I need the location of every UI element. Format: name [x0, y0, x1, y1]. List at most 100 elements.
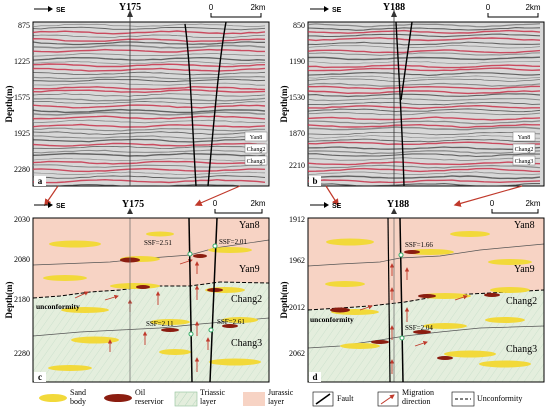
- seismic-reflector: [308, 116, 541, 121]
- panel-b-y-axis-label: Depth(m): [279, 86, 289, 123]
- seismic-reflector: [308, 175, 541, 180]
- migration-arrow: [454, 295, 468, 301]
- sand-body: [61, 307, 109, 313]
- panel-c-fault-1: [188, 217, 193, 383]
- seismic-reflector: [33, 115, 266, 120]
- seismic-reflector: [308, 123, 540, 129]
- seismic-reflector: [33, 160, 266, 165]
- panel-c-ssf-label: SSF=2.61: [217, 318, 245, 326]
- seismic-reflector: [308, 179, 541, 184]
- legend-triassic-hatch: [175, 392, 197, 406]
- seismic-reflector: [308, 167, 541, 173]
- sand-body: [209, 358, 261, 366]
- seismic-reflector: [33, 111, 266, 116]
- migration-arrow: [104, 294, 119, 301]
- panel-d-well-marker: [391, 208, 397, 214]
- panel-c: SSF=2.51 SSF=2.01 SSF=2.11 SSF=2.61 Yan8…: [4, 199, 270, 383]
- seismic-reflector: [33, 104, 266, 109]
- panel-d-layer-chang3: Chang3: [506, 344, 537, 355]
- panel-c-well-label: Y175: [122, 199, 144, 210]
- oil-reservoir: [413, 330, 431, 334]
- seismic-reflector: [308, 104, 540, 110]
- seismic-reflector: [33, 71, 266, 76]
- panel-d-letter: d: [312, 372, 317, 382]
- panel-b-scale-bar: [487, 13, 539, 18]
- panel-d-letter-box: [309, 372, 321, 382]
- panel-a-scale-end: 2km: [250, 3, 265, 12]
- seismic-reflector: [308, 44, 541, 49]
- panel-d-oil-reservoirs: [330, 250, 500, 360]
- panel-d-scale-end: 2km: [525, 199, 540, 208]
- zoom-line-a-right: [194, 185, 241, 207]
- seismic-reflector: [308, 67, 541, 72]
- panel-d-fault-1: [399, 217, 404, 383]
- panel-c-letter: c: [38, 372, 42, 382]
- seismic-reflector: [308, 41, 541, 46]
- seismic-reflector: [308, 101, 541, 106]
- panel-b-tick: 2210: [289, 161, 305, 170]
- sand-body: [479, 360, 531, 368]
- panel-d-frame: [307, 217, 545, 383]
- panel-c-direction-arrowhead: [48, 202, 53, 208]
- panel-c-ssf-label: SSF=2.51: [144, 239, 172, 247]
- panel-d-tick: 1912: [289, 215, 305, 224]
- panel-c-layer-chang3: Chang3: [231, 338, 262, 349]
- legend-migration-swatch: [380, 394, 395, 405]
- seismic-reflector: [308, 85, 541, 90]
- legend-jurassic-swatch: [243, 392, 265, 406]
- seismic-reflector: [308, 141, 540, 146]
- seismic-reflector: [308, 27, 541, 31]
- oil-reservoir: [222, 324, 238, 328]
- panel-d-fault-2: [387, 217, 391, 383]
- panel-b-fault-1: [395, 21, 405, 187]
- seismic-reflector: [308, 138, 540, 143]
- panel-a-tag-box: [244, 155, 268, 166]
- panel-a-tag-box: [244, 131, 268, 142]
- seismic-reflector: [33, 167, 266, 173]
- panel-b-tick: 1530: [289, 93, 305, 102]
- panel-b-tag-chang3: Chang3: [515, 159, 534, 165]
- sand-body: [450, 231, 490, 237]
- sand-body: [71, 336, 119, 344]
- seismic-reflector: [308, 37, 541, 42]
- legend-fault-swatch: [315, 393, 331, 405]
- panel-d-direction-arrowhead: [324, 202, 329, 208]
- oil-reservoir: [330, 307, 350, 313]
- seismic-reflector: [33, 157, 266, 162]
- seismic-reflector: [33, 127, 265, 132]
- panel-d-migration-arrows: [359, 263, 468, 374]
- seismic-reflector: [33, 89, 266, 94]
- panel-b-tag-yan8: Yan8: [518, 135, 530, 141]
- seismic-reflector: [308, 157, 541, 161]
- sand-body: [146, 231, 174, 237]
- panel-a-tag-chang2: Chang2: [247, 147, 266, 153]
- seismic-reflector: [33, 82, 265, 86]
- seismic-reflector: [33, 37, 266, 43]
- panel-c-layer-chang2: Chang2: [231, 294, 262, 305]
- panel-c-y-axis-label: Depth(m): [4, 282, 14, 319]
- seismic-reflector: [308, 150, 541, 155]
- panel-a-tag-chang3: Chang3: [247, 159, 266, 165]
- panel-b-direction-label: SE: [332, 7, 342, 14]
- panel-d-tick: 1962: [289, 256, 305, 265]
- seismic-reflector: [33, 76, 266, 80]
- oil-reservoir: [207, 288, 223, 292]
- panel-a-well-label: Y175: [119, 2, 141, 13]
- sand-body: [444, 350, 496, 358]
- panel-c-ssf-point: [187, 251, 193, 257]
- seismic-reflector: [33, 138, 266, 143]
- seismic-reflector: [308, 33, 541, 38]
- legend-triassic-label: Triassic layer: [200, 388, 225, 406]
- seismic-reflector: [33, 56, 266, 61]
- oil-reservoir: [193, 254, 207, 258]
- zoom-line-a-left: [44, 185, 59, 207]
- seismic-reflector: [308, 56, 541, 61]
- zoom-line-b-right: [453, 185, 523, 207]
- panel-d-scale-zero: 0: [490, 199, 495, 208]
- seismic-reflector: [308, 75, 541, 79]
- panel-a-tick: 1925: [14, 129, 30, 138]
- panel-c-ssf-point: [208, 327, 214, 333]
- panel-b-tick: 1190: [289, 57, 305, 66]
- oil-reservoir: [136, 285, 150, 289]
